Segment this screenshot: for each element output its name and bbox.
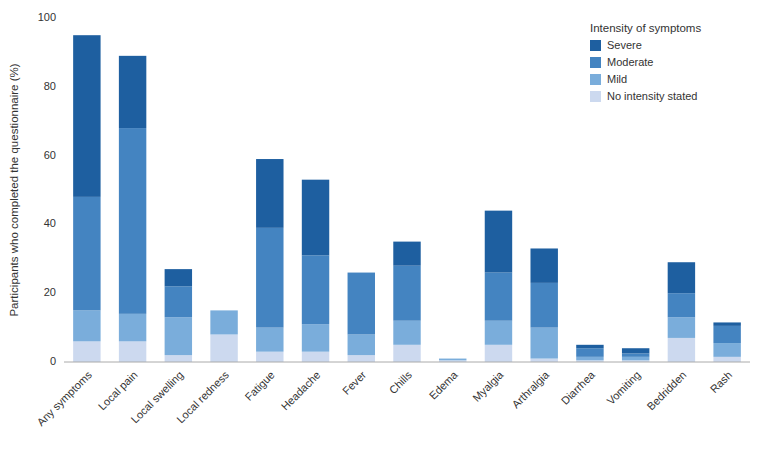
bar-segment [165,269,192,286]
bar-segment [210,334,237,362]
y-tick-label: 0 [50,355,56,367]
x-axis-line [64,362,750,363]
bar-segment [485,273,512,321]
bar-segment [119,314,146,342]
bar-segment [119,56,146,128]
bar-segment [210,310,237,334]
y-tick [60,224,64,225]
bar-segment [393,266,420,321]
x-tick-label: Fatigue [242,369,276,403]
bar-segment [256,228,283,328]
bar-segment [530,359,557,362]
bar-segment [668,338,695,362]
bar-segment [713,357,740,362]
y-tick-label: 100 [38,11,56,23]
x-tick-label: Myalgia [470,368,506,404]
bar-segment [165,286,192,317]
y-axis-label: Participants who completed the questionn… [8,63,20,316]
legend-swatch [590,91,601,102]
bar-segment [439,358,466,359]
y-tick [60,18,64,19]
x-tick-label: Bedridden [645,369,689,413]
x-tick-label: Edema [427,368,461,402]
bar-segment [256,328,283,352]
x-tick-label: Local pain [96,369,140,413]
legend-title: Intensity of symptoms [590,22,701,34]
bar-segment [439,358,466,359]
chart-svg: 0 20 40 60 80 100 Participants who completed t… [0,0,766,466]
bar-segment [256,159,283,228]
legend: Intensity of symptoms Severe Moderate Mild N… [590,22,701,102]
x-tick-label: Vomiting [604,369,642,407]
bar-segment [119,128,146,314]
x-tick-label: Diarrhea [559,368,598,407]
bar-segment [622,353,649,356]
x-tick-label: Headache [279,369,323,413]
bar-segment [348,273,375,335]
bar-segment [485,345,512,362]
x-tick-label: Rash [708,369,735,396]
bar-segment [302,180,329,256]
bar-segment [73,310,100,341]
y-tick-label: 60 [44,149,56,161]
bar-segment [622,357,649,360]
bar-segment [530,328,557,359]
bar-segment [668,317,695,338]
bar-segment [576,348,603,357]
bar-segment [119,341,146,362]
x-tick-label: Local redness [174,368,231,425]
x-tick-label: Chills [387,368,415,396]
bar-segment [576,345,603,348]
bar-segment [576,357,603,360]
bar-segment [210,310,237,311]
legend-label: Moderate [607,56,653,68]
bar-segment [393,242,420,266]
bar-segment [622,348,649,353]
bar-segment [393,345,420,362]
bar-segment [713,322,740,325]
bar-segment [302,324,329,352]
bar-segment [256,352,283,362]
y-tick [60,86,64,87]
bar-segment [165,355,192,362]
bar-segment [302,352,329,362]
y-tick [60,155,64,156]
bar-segment [302,255,329,324]
legend-label: Severe [607,39,642,51]
bar-segment [165,317,192,355]
bar-segment [713,343,740,357]
bar-segment [530,283,557,328]
bar-segment [439,359,466,361]
bar-segment [530,248,557,282]
y-tick [60,362,64,363]
y-tick-label: 40 [44,217,56,229]
bar-segment [485,211,512,273]
bar-segment [73,197,100,311]
bar-segment [668,262,695,293]
legend-label: No intensity stated [607,90,698,102]
chart-container: 0 20 40 60 80 100 Participants who completed t… [0,0,766,466]
y-tick-label: 80 [44,80,56,92]
x-tick-label: Arthralgia [509,368,551,410]
bar-segment [348,355,375,362]
bar-segment [393,321,420,345]
legend-label: Mild [607,73,627,85]
y-tick [60,293,64,294]
bar-segment [348,334,375,355]
bars [73,35,741,362]
legend-swatch [590,40,601,51]
y-tick-label: 20 [44,286,56,298]
bar-segment [348,272,375,273]
bar-segment [485,321,512,345]
x-tick-label: Fever [340,368,369,397]
bar-segment [73,341,100,362]
bar-segment [210,310,237,311]
legend-swatch [590,57,601,68]
bar-segment [668,293,695,317]
bar-segment [73,35,100,197]
x-tick-label: Any symptoms [34,368,94,428]
bar-segment [713,326,740,343]
legend-swatch [590,74,601,85]
